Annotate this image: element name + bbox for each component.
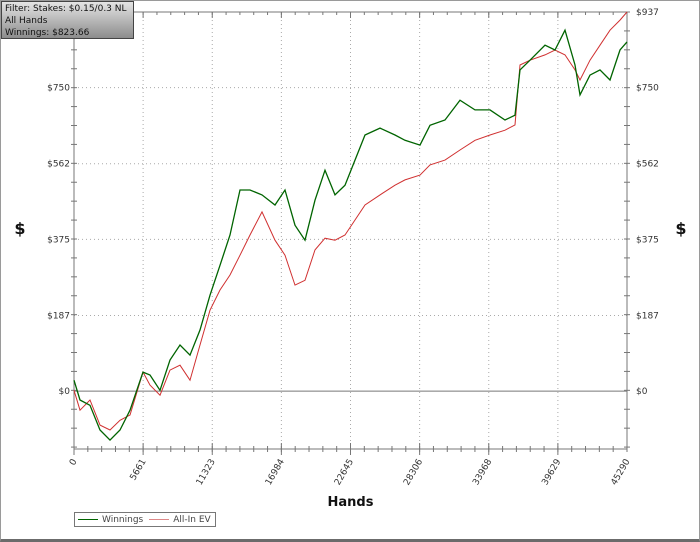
y-axis-label-right: $ [675, 219, 686, 238]
series-line-winnings [73, 28, 628, 442]
y-tick-label: $562 [47, 160, 70, 170]
filter-hands: All Hands [5, 16, 48, 26]
y-tick-label: $375 [47, 235, 70, 245]
y-tick-label-right: $750 [636, 84, 659, 94]
filter-stakes: Filter: Stakes: $0.15/0.3 NL [5, 4, 127, 14]
y-tick-label: $187 [47, 311, 70, 321]
x-tick-label: 33968 [471, 457, 494, 487]
y-tick-label-right: $375 [636, 235, 659, 245]
legend-swatch-ev [149, 519, 170, 520]
y-tick-label-right: $0 [636, 387, 648, 397]
y-tick-label-right: $562 [636, 160, 659, 170]
x-tick-label: 39629 [540, 457, 563, 487]
legend-swatch-winnings [78, 519, 98, 520]
x-axis-label: Hands [328, 495, 374, 510]
x-tick-label: 16984 [264, 457, 287, 487]
legend-label-ev: All-In EV [173, 514, 211, 525]
x-tick-label: 0 [68, 457, 80, 467]
filter-winnings: Winnings: $823.66 [5, 28, 90, 38]
x-tick-label: 28306 [402, 457, 425, 487]
x-tick-label: 45290 [610, 457, 633, 487]
y-tick-label: $750 [47, 84, 70, 94]
x-tick-label: 22645 [333, 458, 356, 488]
y-tick-label-right: $187 [636, 311, 659, 321]
y-tick-label-right: $937 [636, 8, 659, 18]
legend: Winnings All-In EV [74, 512, 216, 527]
filter-info-box: Filter: Stakes: $0.15/0.3 NL All Hands W… [1, 1, 134, 39]
y-axis-label: $ [14, 219, 25, 238]
series-line-all-in-ev [73, 11, 628, 431]
legend-label-winnings: Winnings [102, 514, 144, 525]
x-tick-label: 5661 [129, 458, 149, 483]
x-tick-label: 11323 [195, 458, 218, 488]
y-tick-label: $0 [59, 387, 71, 397]
